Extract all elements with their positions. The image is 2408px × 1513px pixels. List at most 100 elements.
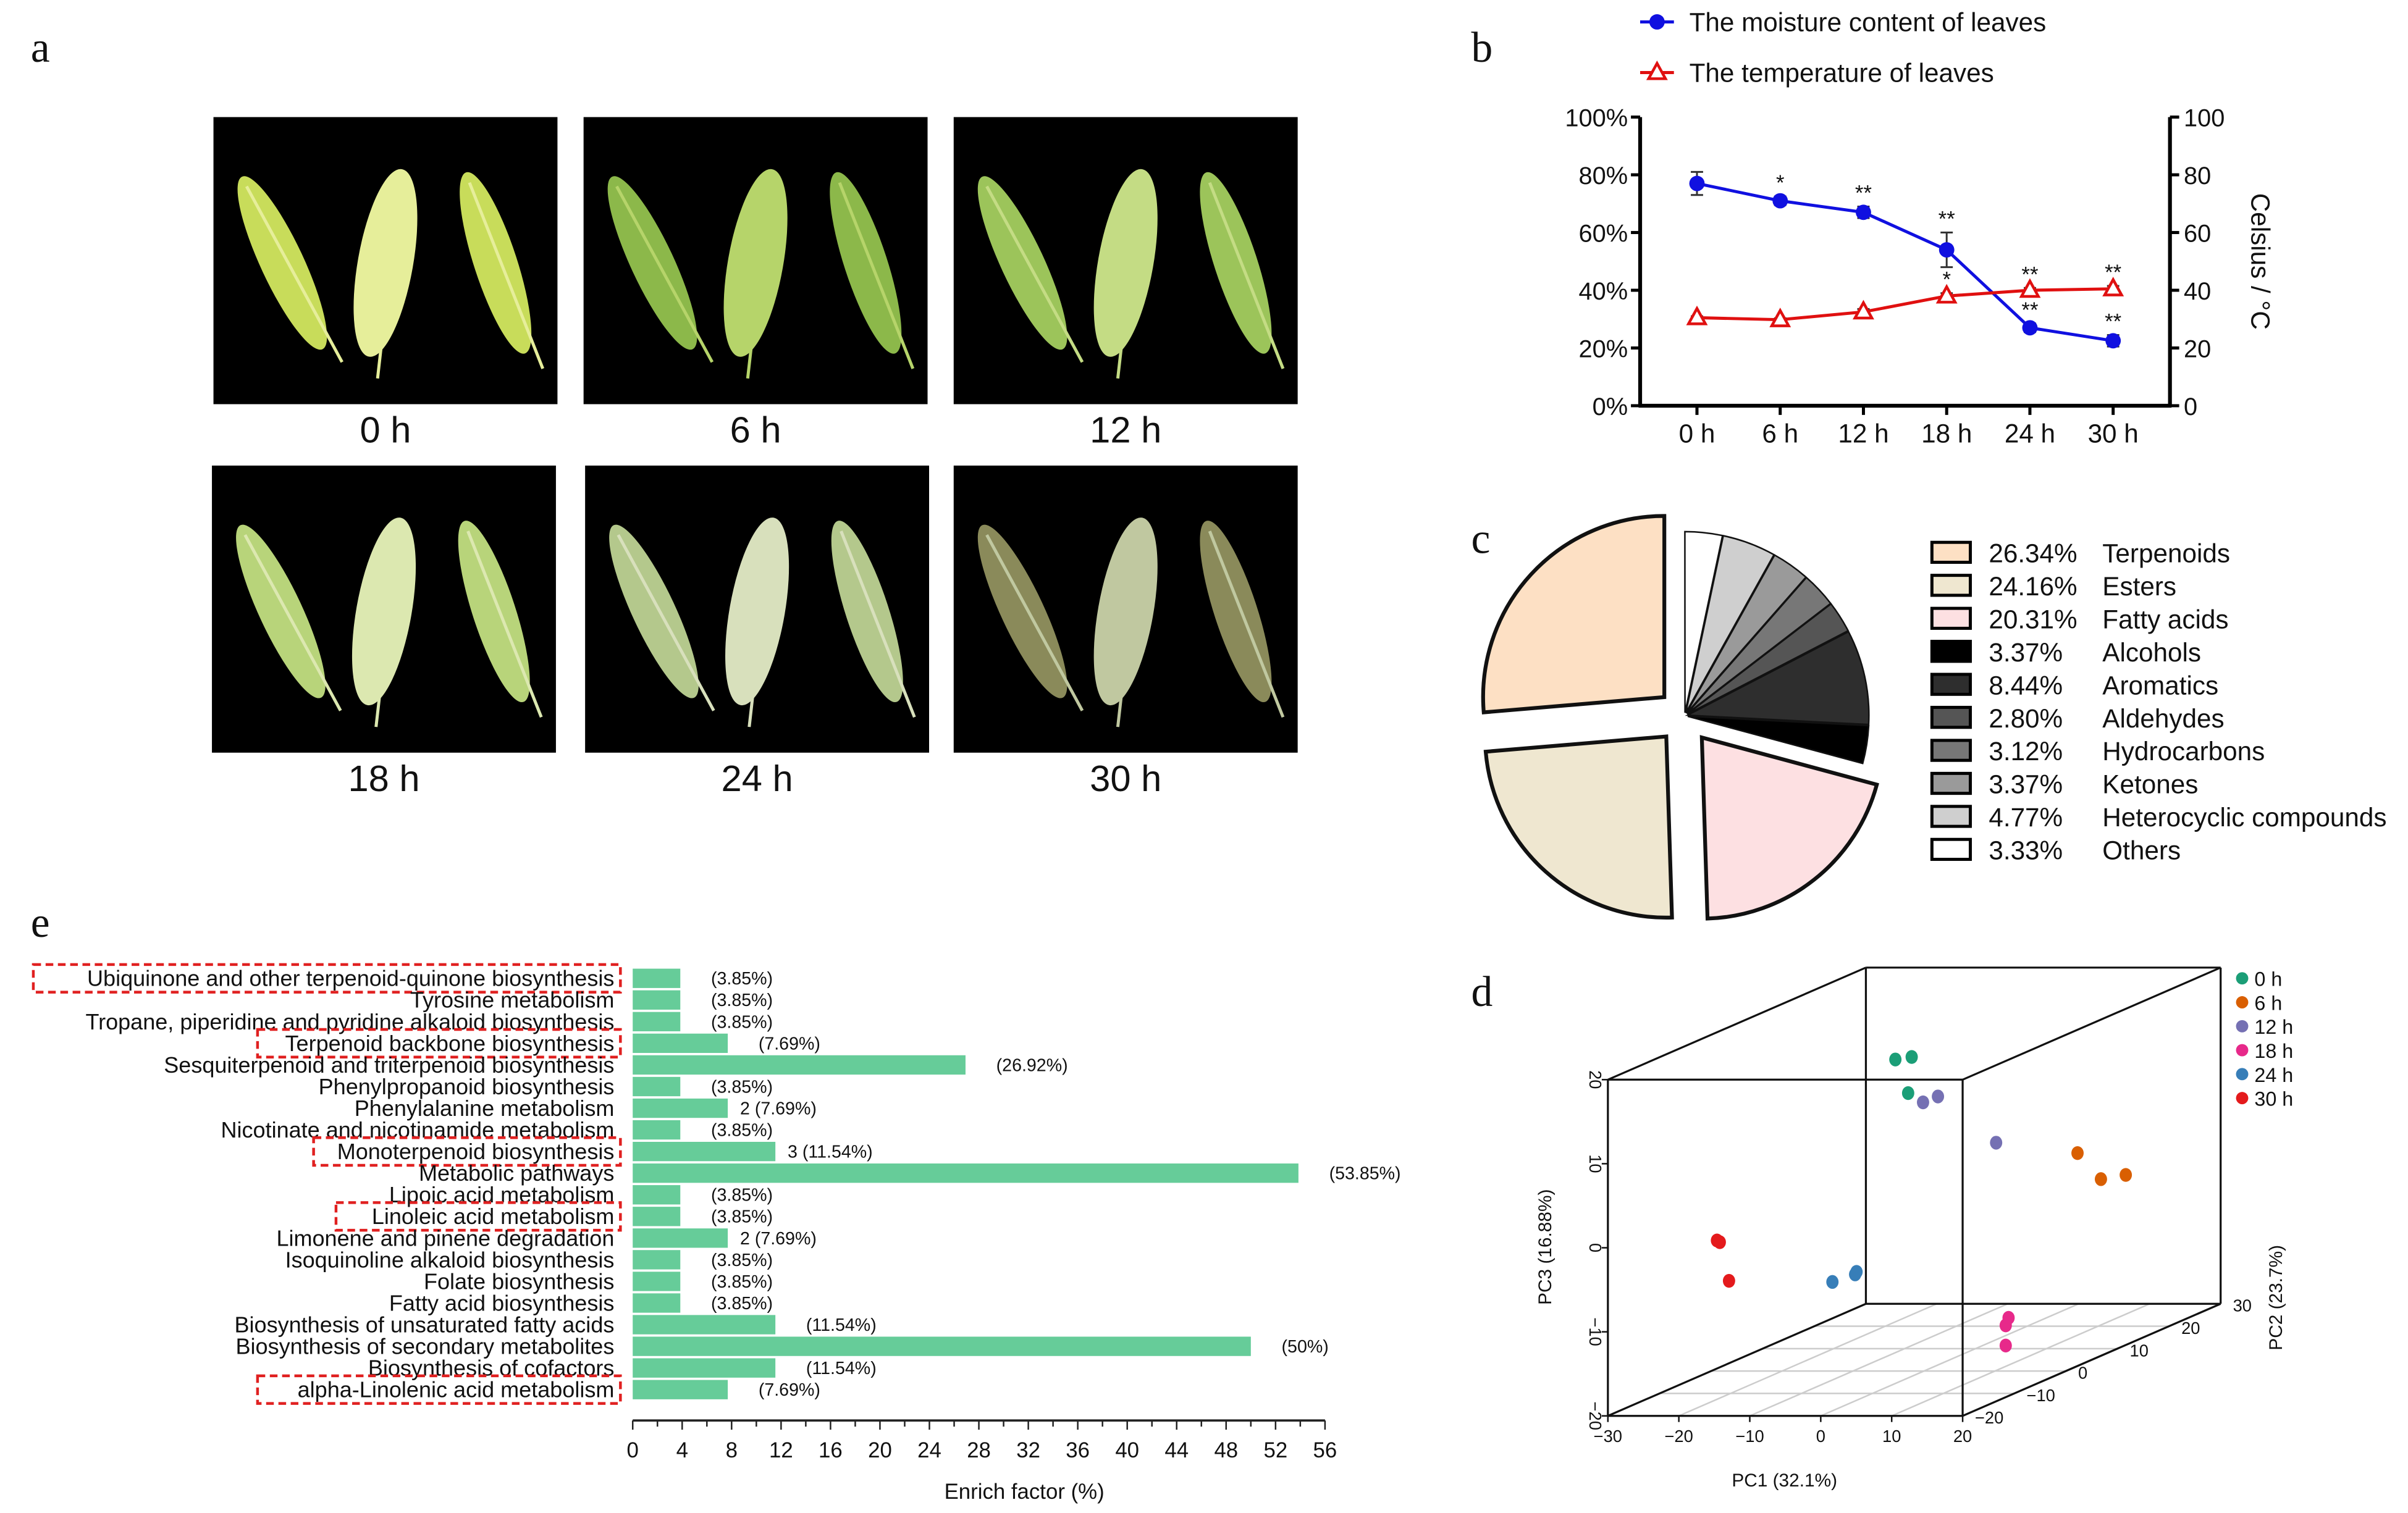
photo-label: 24 h [722,758,793,799]
data-label: (11.54%) [806,1359,877,1378]
x-tick-label: 12 h [1838,419,1888,448]
legend-marker [2236,1020,2249,1033]
scatter-point [1889,1052,1902,1067]
legend-percent: 20.31% [1989,605,2077,634]
x-tick-label: 24 [917,1438,941,1462]
leaf-stem [838,182,915,369]
leaf-icon [352,518,416,706]
scatter-point [1850,1265,1863,1279]
data-label: (7.69%) [759,1034,820,1054]
photo-label: 0 h [360,409,411,451]
y2-tick-label: 100 [2184,105,2225,132]
legend-label: Fatty acids [2102,605,2228,634]
leaf-icon [353,169,418,357]
legend-percent: 3.12% [1989,737,2063,766]
data-point [1769,308,1791,327]
y-tick-label: 10 [2130,1341,2149,1360]
pie-slice [1685,554,1808,714]
highlight-box [312,1136,622,1167]
leaf-stem [840,530,916,718]
y2-tick-label: 80 [2184,162,2211,190]
legend-label: Terpenoids [2102,539,2230,568]
legend-percent: 4.77% [1989,803,2063,832]
bar [633,1250,681,1270]
data-label: 2 (7.69%) [740,1099,817,1118]
bar [633,1293,681,1313]
leaf-stem [1116,528,1142,727]
floor-grid-line [1678,1303,1937,1417]
data-label: 3 (11.54%) [788,1142,873,1162]
category-label: Metabolic pathways [419,1160,614,1186]
scatter-point [1826,1275,1839,1289]
y-tick-label: 20% [1579,335,1628,363]
legend-percent: 3.33% [1989,836,2063,865]
x-tick-label: 12 [769,1438,793,1462]
bar [633,1120,681,1140]
y-tick-label: −20 [1975,1408,2003,1427]
leaf-stem [1208,530,1285,718]
pie-slice [1687,715,1870,765]
y-tick-label: 80% [1579,162,1628,190]
category-label: Fatty acid biosynthesis [389,1290,614,1315]
leaf-icon [237,176,327,350]
leaf-icon [1093,169,1158,357]
legend-swatch [1930,771,1972,795]
legend-marker [2236,996,2249,1008]
x-axis-label: PC1 (32.1%) [1732,1470,1837,1491]
box-edge [1607,966,1867,1081]
legend-label: Others [2102,836,2181,865]
leaf-icon [460,172,532,354]
category-label: Tyrosine metabolism [410,987,614,1013]
leaf-stem [245,185,343,363]
leaf-stem [1116,179,1142,379]
x-axis-label: Enrich factor (%) [945,1480,1105,1504]
significance-mark: ** [2021,298,2038,322]
bar [633,1380,728,1399]
x-tick-label: 40 [1115,1438,1139,1462]
x-tick-label: 30 h [2088,419,2139,448]
scatter-point [2071,1146,2084,1160]
leaf-icon [977,176,1067,350]
data-point [2105,333,2121,349]
x-tick-label: −30 [1594,1427,1622,1446]
significance-mark: ** [2105,310,2121,334]
legend-swatch [1930,640,1972,663]
legend-percent: 3.37% [1989,638,2063,667]
x-tick-label: 48 [1214,1438,1238,1462]
x-tick-label: −20 [1664,1427,1693,1446]
x-tick-label: −10 [1735,1427,1764,1446]
panel-label-b: b [1471,24,1493,72]
category-label: Biosynthesis of secondary metabolites [236,1334,615,1359]
data-label: (3.85%) [711,1077,773,1097]
pie-slice [1699,735,1879,921]
box-edge [1962,966,2221,1081]
series-line [1696,182,2114,343]
series-line [1696,287,2113,322]
box-edge [1607,1302,1867,1417]
category-label: Sesquiterpenoid and triterpenoid biosynt… [164,1052,614,1078]
x-tick-label: 6 h [1762,419,1798,448]
bar [633,1336,1251,1356]
leaf-stem [1208,182,1285,369]
panel-c-pie-chart: 26.34% Terpenoids 24.16% Esters 20.31% Fatty … [1481,514,2387,921]
legend-marker [2236,1092,2249,1105]
bar [633,1315,776,1335]
data-label: (3.85%) [711,1294,773,1314]
category-label: Phenylalanine metabolism [355,1096,615,1121]
data-point [1853,300,1874,320]
legend-swatch [1930,805,1972,828]
data-label: (3.85%) [711,969,773,989]
data-point [2019,278,2041,298]
data-label: (7.69%) [759,1380,820,1400]
category-label: Ubiquinone and other terpenoid-quinone b… [87,966,614,991]
scatter-point [1917,1095,1929,1110]
legend-marker [2236,1068,2249,1081]
x-tick-label: 0 [1816,1427,1825,1446]
significance-mark: ** [1855,182,1872,206]
photo-label: 12 h [1090,409,1161,451]
data-point [2022,320,2038,336]
category-label: Monoterpenoid biosynthesis [337,1139,615,1164]
legend-label: 18 h [2254,1040,2293,1062]
legend-label: Esters [2102,572,2176,601]
x-tick-label: 36 [1066,1438,1090,1462]
